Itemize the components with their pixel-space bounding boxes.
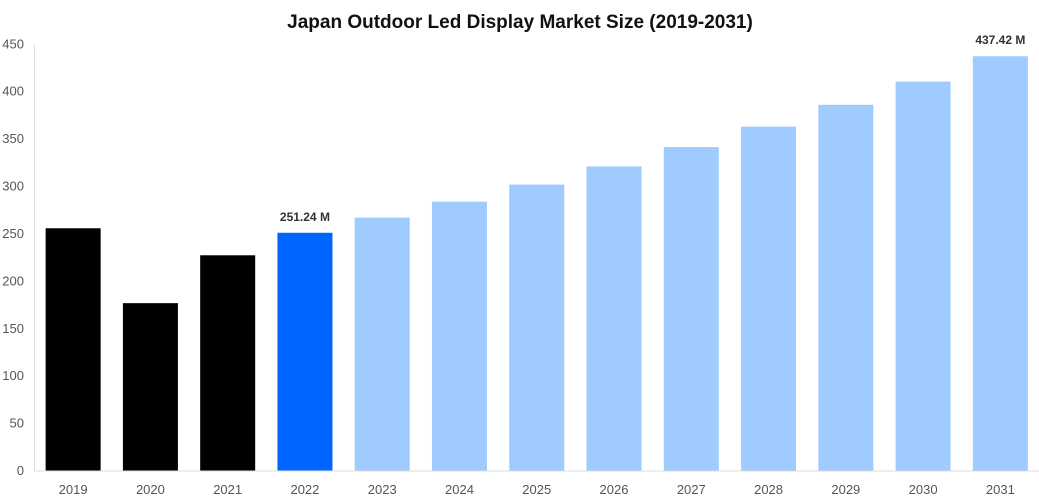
x-tick-label: 2030	[909, 482, 938, 497]
y-tick-label: 50	[10, 416, 24, 431]
y-tick-label: 300	[2, 179, 24, 194]
chart-title: Japan Outdoor Led Display Market Size (2…	[287, 12, 753, 33]
data-labels: 251.24 M 437.42 M	[280, 33, 1025, 224]
y-tick-label: 250	[2, 226, 24, 241]
x-tick-label: 2022	[290, 482, 319, 497]
x-tick-label: 2024	[445, 482, 474, 497]
bars	[45, 56, 1028, 472]
x-tick-label: 2029	[831, 482, 860, 497]
x-tick-label: 2028	[754, 482, 783, 497]
y-tick-label: 150	[2, 321, 24, 336]
bar-2019	[45, 228, 101, 471]
x-tick-label: 2025	[522, 482, 551, 497]
x-tick-label: 2019	[59, 482, 88, 497]
x-tick-label: 2021	[213, 482, 242, 497]
bar-2026	[586, 166, 642, 471]
bar-2024	[431, 201, 487, 471]
bar-2020	[122, 303, 178, 471]
bar-2030	[895, 81, 951, 472]
bar-2027	[663, 147, 719, 472]
bar-2028	[741, 126, 797, 472]
bar-2022	[277, 232, 333, 471]
x-tick-label: 2027	[677, 482, 706, 497]
y-axis: 0 50 100 150 200 250 300 350 400 450	[2, 36, 35, 478]
bar-2023	[354, 217, 410, 471]
y-tick-label: 0	[17, 463, 24, 478]
y-tick-label: 350	[2, 131, 24, 146]
x-axis: 2019 2020 2021 2022 2023 2024 2025 2026 2027 2028…	[34, 470, 1039, 497]
y-tick-label: 400	[2, 84, 24, 99]
x-tick-label: 2031	[986, 482, 1015, 497]
data-label-2022: 251.24 M	[280, 210, 330, 224]
y-tick-label: 100	[2, 368, 24, 383]
data-label-2031: 437.42 M	[975, 33, 1025, 47]
bar-2021	[200, 255, 256, 471]
bar-2029	[818, 104, 874, 472]
x-tick-label: 2023	[368, 482, 397, 497]
bar-2031	[972, 56, 1028, 471]
y-tick-label: 450	[2, 36, 24, 51]
x-tick-label: 2020	[136, 482, 165, 497]
y-tick-label: 200	[2, 273, 24, 288]
x-tick-label: 2026	[600, 482, 629, 497]
bar-2025	[509, 184, 565, 471]
